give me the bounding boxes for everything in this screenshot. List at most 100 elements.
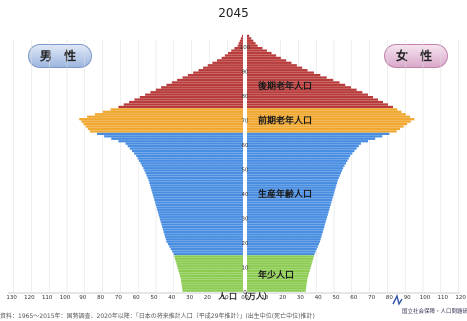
male-bar-age-67 xyxy=(85,125,243,128)
male-bar-age-71 xyxy=(87,115,244,118)
male-bar-age-44 xyxy=(149,181,243,185)
male-bar-age-75 xyxy=(118,105,243,109)
female-bar-age-87 xyxy=(247,76,327,79)
male-bar-age-96 xyxy=(224,54,243,57)
male-bar-age-19 xyxy=(167,243,243,246)
x-axis-label: 人 口 （万人） xyxy=(218,291,272,301)
female-bar-age-21 xyxy=(247,238,321,241)
y-tick-30: 30 xyxy=(242,217,249,223)
male-bar-age-50 xyxy=(143,167,243,170)
female-bar-age-43 xyxy=(247,184,337,187)
female-bar-age-40 xyxy=(247,191,335,194)
male-label: 男 性 xyxy=(28,44,92,68)
y-tick-40: 40 xyxy=(242,192,249,198)
x-tick-left-80: 80 xyxy=(97,295,104,301)
female-bar-age-12 xyxy=(247,260,313,263)
female-bar-age-91 xyxy=(247,66,303,69)
male-bar-age-98 xyxy=(231,49,243,52)
female-bar-age-39 xyxy=(247,194,334,197)
male-bar-age-53 xyxy=(139,159,243,162)
male-bar-age-91 xyxy=(203,66,243,69)
male-bar-age-85 xyxy=(171,81,243,84)
male-bar-age-70 xyxy=(79,118,244,121)
female-bar-age-28 xyxy=(247,220,326,224)
female-bar-age-11 xyxy=(247,262,312,265)
institution-logo-icon xyxy=(392,293,403,306)
female-bar-age-58 xyxy=(247,147,357,150)
male-bar-age-92 xyxy=(207,64,243,67)
male-bar-age-51 xyxy=(141,164,243,167)
y-tick-10: 10 xyxy=(242,266,249,272)
band-label-1: 前期老年人口 xyxy=(258,115,312,127)
female-bar-age-101 xyxy=(247,42,256,45)
x-tick-right-90: 90 xyxy=(404,295,411,301)
female-bar-age-92 xyxy=(247,64,297,67)
male-bar-age-4 xyxy=(181,279,243,283)
male-bar-age-60 xyxy=(125,142,243,145)
male-bar-age-94 xyxy=(217,59,243,62)
male-bar-age-58 xyxy=(129,147,243,150)
male-bar-age-45 xyxy=(148,179,243,182)
female-bar-age-42 xyxy=(247,186,336,189)
male-bar-age-21 xyxy=(165,238,243,241)
female-bar-age-41 xyxy=(247,189,335,192)
female-bar-age-86 xyxy=(247,78,334,82)
female-bar-age-90 xyxy=(247,69,308,72)
female-bar-age-97 xyxy=(247,51,272,55)
female-bar-age-3 xyxy=(247,282,307,285)
female-bar-age-96 xyxy=(247,54,277,57)
male-bar-age-62 xyxy=(111,137,243,140)
female-bar-age-44 xyxy=(247,181,338,185)
male-bar-age-49 xyxy=(144,169,243,172)
male-bar-age-97 xyxy=(228,51,243,55)
male-bar-age-7 xyxy=(179,272,243,275)
female-bar-age-83 xyxy=(247,86,351,89)
x-tick-left-50: 50 xyxy=(151,295,158,301)
male-bar-age-100 xyxy=(237,44,243,47)
female-bar-age-49 xyxy=(247,169,343,172)
male-bar-age-56 xyxy=(134,152,243,155)
male-bar-age-103 xyxy=(240,37,243,40)
female-bar-age-73 xyxy=(247,110,402,113)
x-tick-right-80: 80 xyxy=(386,295,393,301)
x-tick-right-40: 40 xyxy=(315,295,322,301)
female-bar-age-81 xyxy=(247,91,363,94)
male-bar-age-28 xyxy=(160,220,243,224)
female-bar-age-77 xyxy=(247,100,383,104)
female-bar-age-1 xyxy=(247,287,307,290)
female-bar-age-18 xyxy=(247,245,318,248)
female-bar-age-66 xyxy=(247,127,401,131)
female-bar-age-50 xyxy=(247,167,344,170)
male-bar-age-16 xyxy=(172,250,243,253)
male-bar-age-79 xyxy=(139,96,243,99)
female-bar-age-103 xyxy=(247,37,252,40)
female-bar-age-4 xyxy=(247,279,308,283)
female-bar-age-34 xyxy=(247,206,330,209)
male-bar-age-15 xyxy=(173,252,243,256)
male-bar-age-24 xyxy=(163,230,243,234)
female-bar-age-54 xyxy=(247,157,349,160)
male-bar-age-46 xyxy=(147,176,243,180)
female-bar-age-84 xyxy=(247,83,346,87)
x-tick-right-0: 0 xyxy=(245,295,249,301)
x-tick-left-100: 100 xyxy=(60,295,71,301)
female-bar-age-25 xyxy=(247,228,324,231)
male-bar-age-82 xyxy=(155,88,243,91)
x-tick-left-20: 20 xyxy=(204,295,211,301)
female-bar-age-46 xyxy=(247,176,339,180)
female-bar-age-29 xyxy=(247,218,327,221)
male-bar-age-5 xyxy=(180,277,243,280)
female-bar-age-78 xyxy=(247,98,379,101)
male-bar-age-18 xyxy=(169,245,243,248)
female-bar-age-65 xyxy=(247,130,397,133)
band-label-0: 後期老年人口 xyxy=(258,80,312,92)
male-bar-age-35 xyxy=(155,203,243,207)
x-tick-left-110: 110 xyxy=(42,295,53,301)
chart-title: 2045 xyxy=(218,6,249,20)
female-bar-age-99 xyxy=(247,47,263,50)
male-bar-age-36 xyxy=(155,201,243,204)
male-bar-age-8 xyxy=(178,269,243,273)
female-bar-age-33 xyxy=(247,208,330,211)
male-bar-age-32 xyxy=(157,211,243,214)
male-bar-age-31 xyxy=(158,213,243,216)
